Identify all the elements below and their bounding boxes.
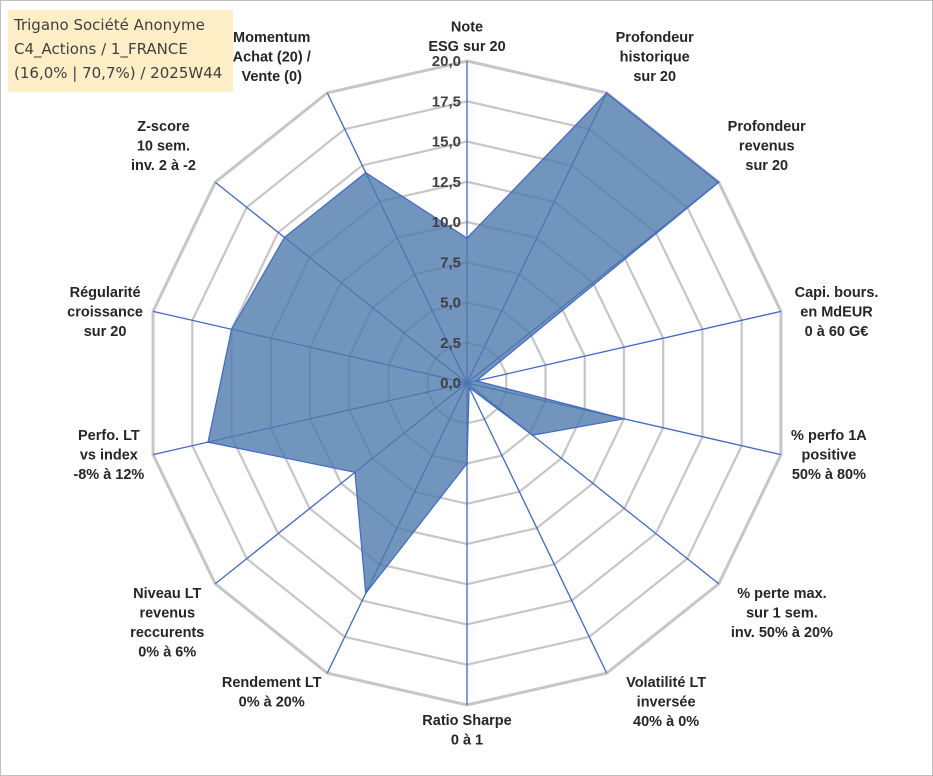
axis-label-line: vs index <box>80 448 138 464</box>
axis-label-line: Profondeur <box>728 119 806 135</box>
axis-label-line: 40% à 0% <box>633 714 699 730</box>
axis-label-line: Volatilité LT <box>626 675 706 691</box>
data-point <box>717 181 720 184</box>
data-point <box>623 418 625 420</box>
axis-label-line: Rendement LT <box>222 675 322 691</box>
tick-label: 0,0 <box>440 375 461 392</box>
axis-label-line: Profondeur <box>616 30 694 46</box>
title-line-category: C4_Actions / 1_FRANCE <box>14 40 188 58</box>
axis-label-line: reccurents <box>130 625 204 641</box>
axis-label: Perfo. LT vs index -8% à 12% <box>73 428 144 483</box>
radar-spoke <box>466 310 782 384</box>
tick-label: 10,0 <box>432 214 461 231</box>
axis-label-line: 0% à 6% <box>138 644 196 660</box>
axis-label-line: -8% à 12% <box>73 467 144 483</box>
axis-label: Ratio Sharpe 0 à 1 <box>422 713 511 749</box>
axis-label: Régularité croissance sur 20 <box>67 285 143 340</box>
axis-label-line: ESG sur 20 <box>428 39 505 55</box>
tick-label: 17,5 <box>432 93 461 110</box>
axis-label-line: Régularité <box>70 285 141 301</box>
data-point <box>531 434 534 436</box>
tick-label: 12,5 <box>432 174 461 191</box>
data-point <box>364 592 367 595</box>
axis-label-line: sur 20 <box>633 69 676 85</box>
axis-label-line: inversée <box>637 695 696 711</box>
axis-label-line: Vente (0) <box>241 69 302 85</box>
radar-axis-labels: Note ESG sur 20 Profondeur historique sur 20… <box>67 20 878 749</box>
title-line-stats: (16,0% | 70,7%) / 2025W44 <box>14 64 223 82</box>
axis-label-line: inv. 2 à -2 <box>131 158 196 174</box>
axis-label-line: revenus <box>739 139 795 155</box>
axis-label: Momentum Achat (20) / Vente (0) <box>233 30 311 85</box>
axis-label-line: Z-score <box>137 119 189 135</box>
axis-label: % perte max. sur 1 sem. inv. 50% à 20% <box>731 586 833 641</box>
axis-label-line: Capi. bours. <box>795 285 879 301</box>
data-point <box>230 328 233 331</box>
axis-label-line: Achat (20) / <box>233 49 311 65</box>
axis-label-line: % perte max. <box>737 586 826 602</box>
axis-label-line: en MdEUR <box>800 304 873 320</box>
axis-label: Volatilité LT inversée 40% à 0% <box>626 675 706 730</box>
radar-tick-labels: 0,0 2,5 5,0 7,5 10,0 12,5 15,0 17,5 20,0 <box>432 53 461 392</box>
axis-label-line: Perfo. LT <box>78 428 140 444</box>
radar-spoke <box>466 382 608 674</box>
axis-label-line: 10 sem. <box>137 139 190 155</box>
axis-label-line: inv. 50% à 20% <box>731 625 833 641</box>
axis-label: Capi. bours. en MdEUR 0 à 60 G€ <box>795 285 879 340</box>
axis-label: Profondeur historique sur 20 <box>616 30 694 85</box>
data-point <box>207 441 209 443</box>
axis-label-line: sur 1 sem. <box>746 605 818 621</box>
axis-label: Z-score 10 sem. inv. 2 à -2 <box>131 119 196 174</box>
axis-label-line: 0 à 60 G€ <box>805 324 869 340</box>
axis-label-line: 0% à 20% <box>239 695 305 711</box>
axis-label-line: Note <box>451 20 483 36</box>
data-point <box>605 92 608 94</box>
axis-label-line: Niveau LT <box>133 586 201 602</box>
axis-label: Note ESG sur 20 <box>428 20 505 56</box>
axis-label-line: revenus <box>139 605 195 621</box>
chart-title-box: Trigano Société Anonyme C4_Actions / 1_F… <box>8 10 233 92</box>
axis-label-line: historique <box>620 49 690 65</box>
axis-label: % perfo 1A positive 50% à 80% <box>791 428 867 483</box>
axis-label-line: 0 à 1 <box>451 733 483 749</box>
data-point <box>283 236 286 239</box>
axis-label: Rendement LT 0% à 20% <box>222 675 322 711</box>
tick-label: 20,0 <box>432 53 461 70</box>
axis-label-line: 50% à 80% <box>792 467 866 483</box>
data-point <box>468 386 470 389</box>
tick-label: 5,0 <box>440 295 461 312</box>
axis-label-line: Momentum <box>233 30 310 46</box>
data-point <box>466 462 468 465</box>
axis-label-line: positive <box>802 448 857 464</box>
data-point <box>466 237 468 239</box>
axis-label: Profondeur revenus sur 20 <box>728 119 806 174</box>
title-line-company: Trigano Société Anonyme <box>14 16 205 34</box>
data-point <box>364 171 367 174</box>
axis-label-line: sur 20 <box>745 158 788 174</box>
axis-label: Niveau LT revenus reccurents 0% à 6% <box>130 586 204 661</box>
tick-label: 15,0 <box>432 134 461 151</box>
axis-label-line: Ratio Sharpe <box>422 713 511 729</box>
tick-label: 7,5 <box>440 254 461 271</box>
axis-label-line: % perfo 1A <box>791 428 867 444</box>
radar-series <box>207 92 720 595</box>
axis-label-line: croissance <box>67 304 143 320</box>
axis-label-line: sur 20 <box>84 324 127 340</box>
data-point <box>354 471 356 474</box>
data-point <box>475 380 478 382</box>
tick-label: 2,5 <box>440 335 461 352</box>
